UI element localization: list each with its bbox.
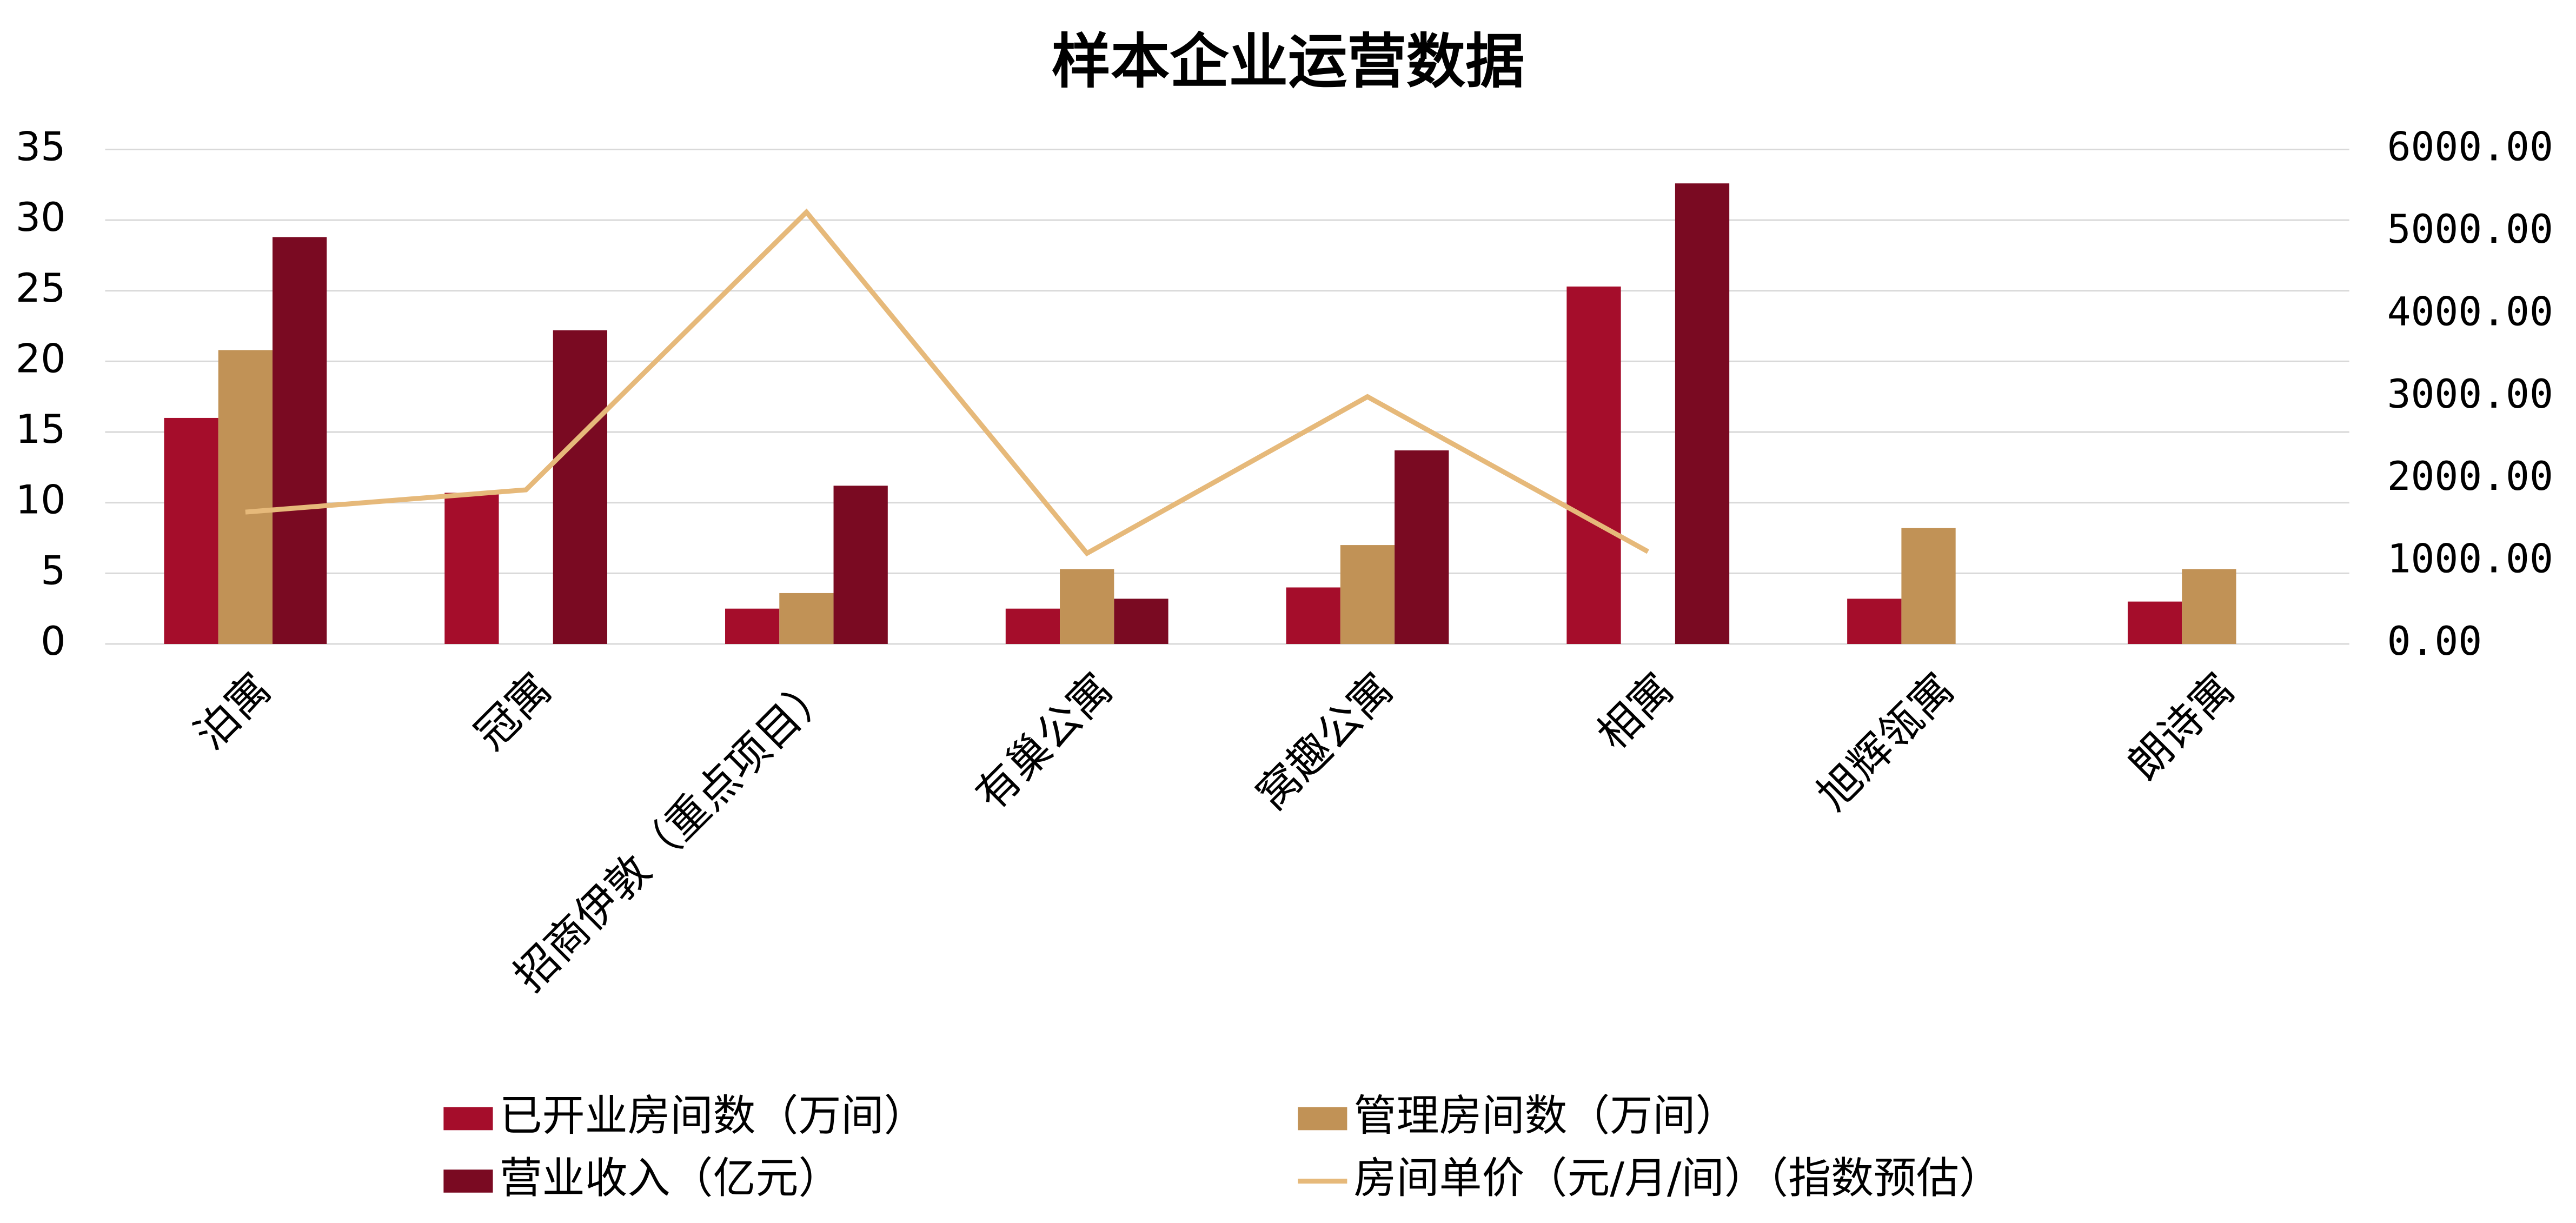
bar bbox=[2182, 569, 2236, 644]
x-tick-label: 招商伊敦（重点项目） bbox=[504, 663, 842, 1001]
bar bbox=[1901, 528, 1956, 644]
bar bbox=[164, 417, 218, 644]
legend-label: 管理房间数（万间） bbox=[1354, 1091, 1738, 1141]
bar bbox=[553, 330, 608, 644]
bar bbox=[725, 608, 780, 644]
bar bbox=[1395, 450, 1449, 644]
y2-tick-label: 1000.00 bbox=[2387, 536, 2553, 582]
x-tick-label: 相寓 bbox=[1588, 663, 1683, 759]
legend-marker bbox=[1298, 1107, 1347, 1131]
y2-tick-label: 3000.00 bbox=[2387, 371, 2553, 417]
bar bbox=[1286, 587, 1340, 644]
bar bbox=[1340, 545, 1395, 644]
bar bbox=[2127, 601, 2182, 644]
y-tick-label: 0 bbox=[41, 619, 65, 664]
bar bbox=[1675, 183, 1730, 644]
y2-tick-label: 5000.00 bbox=[2387, 207, 2553, 252]
line-series bbox=[245, 208, 1649, 557]
y2-tick-label: 2000.00 bbox=[2387, 454, 2553, 500]
y-tick-label: 30 bbox=[16, 195, 66, 241]
y-tick-label: 25 bbox=[16, 265, 66, 311]
y-tick-label: 35 bbox=[16, 124, 66, 170]
legend-label: 营业收入（亿元） bbox=[500, 1153, 841, 1203]
legend-marker bbox=[443, 1107, 493, 1131]
y-tick-label: 15 bbox=[16, 407, 66, 453]
x-tick-label: 朗诗寓 bbox=[2119, 663, 2245, 789]
y2-tick-label: 6000.00 bbox=[2387, 124, 2553, 170]
legend-marker bbox=[443, 1169, 493, 1193]
y2-tick-label: 4000.00 bbox=[2387, 289, 2553, 335]
bar bbox=[1847, 599, 1902, 644]
y-tick-label: 20 bbox=[16, 336, 66, 382]
x-tick-label: 泊寓 bbox=[185, 663, 281, 759]
y-tick-label: 5 bbox=[41, 548, 65, 594]
bar bbox=[779, 593, 834, 644]
bar bbox=[272, 237, 327, 644]
bar bbox=[1114, 599, 1169, 644]
x-tick-label: 旭辉瓴寓 bbox=[1808, 663, 1963, 819]
legend-label: 房间单价（元/月/间）（指数预估） bbox=[1354, 1153, 2002, 1203]
bar bbox=[1060, 569, 1114, 644]
bar bbox=[218, 350, 273, 644]
bar bbox=[1005, 608, 1060, 644]
y2-tick-label: 0.00 bbox=[2387, 619, 2482, 664]
x-tick-label: 有巢公寓 bbox=[966, 663, 1122, 819]
bar bbox=[833, 486, 888, 644]
x-tick-label: 冠寓 bbox=[466, 663, 561, 759]
bar bbox=[1566, 286, 1621, 644]
bar bbox=[444, 493, 499, 644]
y-tick-label: 10 bbox=[16, 477, 66, 523]
legend-label: 已开业房间数（万间） bbox=[500, 1091, 927, 1141]
x-tick-label: 窝趣公寓 bbox=[1247, 663, 1403, 819]
chart-title: 样本企业运营数据 bbox=[1052, 26, 1525, 96]
